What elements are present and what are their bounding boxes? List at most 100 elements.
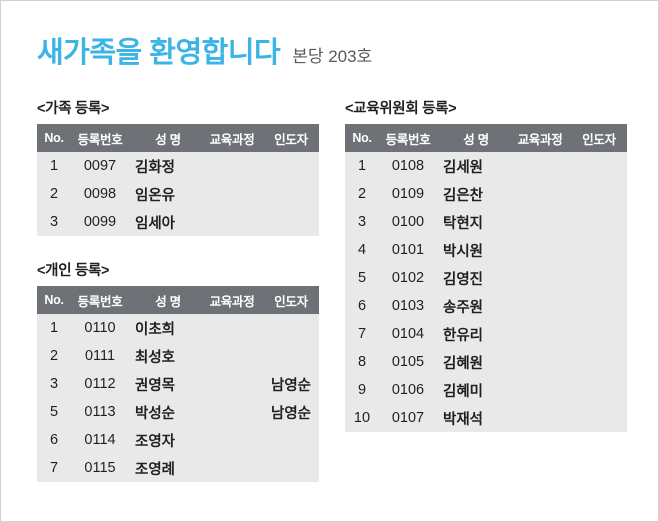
column-header-name: 성 명 [129,124,201,152]
cell-leader [571,348,627,376]
cell-course [201,208,263,236]
cell-no: 6 [37,426,71,454]
table-body: 1 0108 김세원 2 0109 김은찬 3 0100 탁현지 4 0101 박시원 5 0102 김영진… [345,152,627,432]
cell-leader [263,454,319,482]
cell-course [509,208,571,236]
table-row: 7 0104 한유리 [345,320,627,348]
column-header-no: No. [37,286,71,314]
page-title: 새가족을 환영합니다 본당 203호 [37,29,372,71]
cell-name: 박성순 [129,398,201,426]
cell-leader [263,342,319,370]
table-row: 2 0111 최성호 [37,342,319,370]
cell-leader [571,152,627,180]
cell-regno: 0111 [71,342,129,370]
cell-name: 조영자 [129,426,201,454]
table-row: 7 0115 조영례 [37,454,319,482]
cell-course [201,342,263,370]
cell-course [201,152,263,180]
cell-regno: 0097 [71,152,129,180]
cell-course [201,370,263,398]
table-row: 6 0103 송주원 [345,292,627,320]
cell-leader [571,180,627,208]
column-header-regno: 등록번호 [379,124,437,152]
table-header-row: No. 등록번호 성 명 교육과정 인도자 [345,124,627,152]
cell-no: 8 [345,348,379,376]
table-row: 2 0109 김은찬 [345,180,627,208]
cell-name: 박재석 [437,404,509,432]
cell-no: 6 [345,292,379,320]
cell-course [201,180,263,208]
section-education-committee-registration: <교육위원회 등록> No. 등록번호 성 명 교육과정 인도자 1 0108 김세… [345,97,627,432]
column-header-name: 성 명 [129,286,201,314]
cell-no: 7 [345,320,379,348]
cell-regno: 0108 [379,152,437,180]
cell-leader [571,264,627,292]
cell-name: 이초희 [129,314,201,342]
column-header-course: 교육과정 [201,124,263,152]
cell-no: 3 [37,208,71,236]
cell-no: 10 [345,404,379,432]
cell-leader [571,376,627,404]
cell-no: 2 [345,180,379,208]
table-row: 1 0108 김세원 [345,152,627,180]
cell-no: 3 [37,370,71,398]
cell-no: 2 [37,180,71,208]
cell-course [201,398,263,426]
cell-name: 탁현지 [437,208,509,236]
table-personal-registration: No. 등록번호 성 명 교육과정 인도자 1 0110 이초희 2 0111 최성호 3 0… [37,286,319,482]
cell-leader [571,236,627,264]
cell-regno: 0109 [379,180,437,208]
table-row: 10 0107 박재석 [345,404,627,432]
cell-leader: 남영순 [263,370,319,398]
cell-no: 1 [37,152,71,180]
cell-name: 김혜원 [437,348,509,376]
table-row: 1 0110 이초희 [37,314,319,342]
cell-leader [263,180,319,208]
column-header-leader: 인도자 [263,286,319,314]
column-header-no: No. [345,124,379,152]
cell-leader [571,208,627,236]
cell-regno: 0105 [379,348,437,376]
cell-course [509,236,571,264]
cell-regno: 0107 [379,404,437,432]
cell-name: 권영목 [129,370,201,398]
cell-course [509,348,571,376]
cell-name: 최성호 [129,342,201,370]
table-row: 2 0098 임온유 [37,180,319,208]
cell-regno: 0098 [71,180,129,208]
cell-course [201,314,263,342]
table-row: 9 0106 김혜미 [345,376,627,404]
cell-leader [263,314,319,342]
cell-name: 한유리 [437,320,509,348]
table-row: 1 0097 김화정 [37,152,319,180]
cell-course [509,152,571,180]
column-header-leader: 인도자 [263,124,319,152]
table-header-row: No. 등록번호 성 명 교육과정 인도자 [37,286,319,314]
table-row: 6 0114 조영자 [37,426,319,454]
cell-course [509,264,571,292]
cell-name: 임온유 [129,180,201,208]
cell-leader [263,208,319,236]
section-heading-personal: <개인 등록> [37,263,110,279]
page-title-main: 새가족을 환영합니다 [37,37,281,69]
table-row: 3 0100 탁현지 [345,208,627,236]
cell-leader [571,404,627,432]
cell-leader [571,320,627,348]
cell-course [201,426,263,454]
cell-regno: 0103 [379,292,437,320]
cell-name: 김화정 [129,152,201,180]
cell-regno: 0115 [71,454,129,482]
table-education-committee-registration: No. 등록번호 성 명 교육과정 인도자 1 0108 김세원 2 0109 김은찬 3 0… [345,124,627,432]
section-personal-registration: <개인 등록> No. 등록번호 성 명 교육과정 인도자 1 0110 이초희 2 0… [37,259,319,482]
page-title-subtitle: 본당 203호 [292,47,373,66]
cell-leader [263,426,319,454]
column-header-regno: 등록번호 [71,124,129,152]
cell-name: 임세아 [129,208,201,236]
cell-leader [571,292,627,320]
table-body: 1 0097 김화정 2 0098 임온유 3 0099 임세아 [37,152,319,236]
cell-name: 김영진 [437,264,509,292]
cell-no: 5 [37,398,71,426]
cell-no: 2 [37,342,71,370]
cell-no: 1 [37,314,71,342]
table-row: 4 0101 박시원 [345,236,627,264]
